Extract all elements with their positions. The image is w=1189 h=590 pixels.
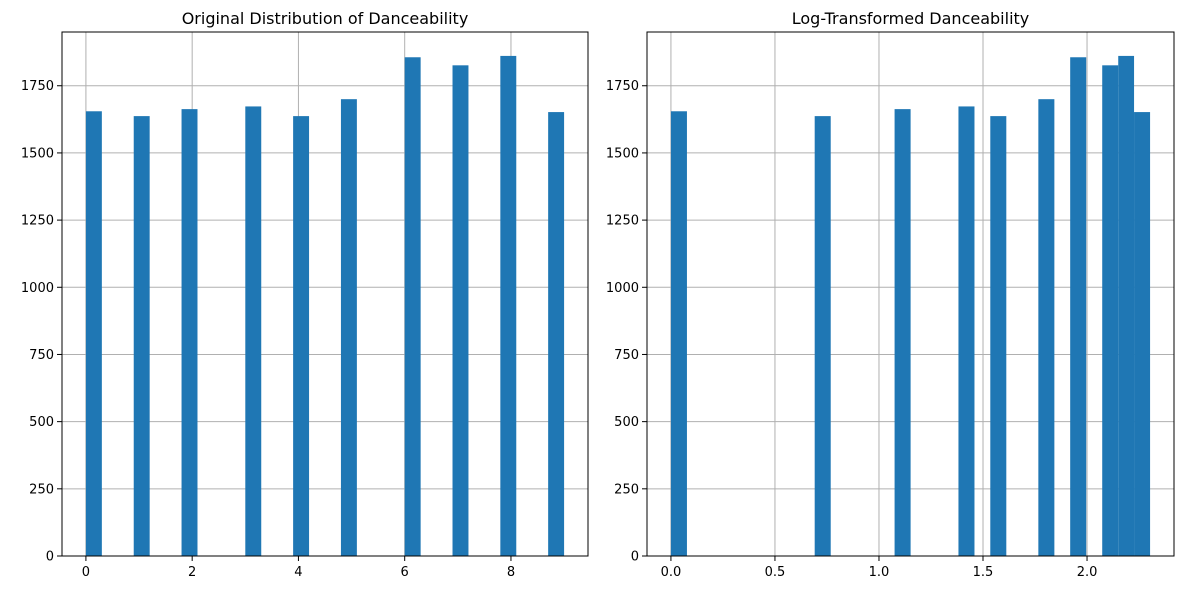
histogram-bar xyxy=(293,116,310,557)
histogram-bar xyxy=(245,106,262,556)
histogram-bar xyxy=(452,65,469,557)
chart-title: Log-Transformed Danceability xyxy=(792,9,1030,28)
y-tick-label: 1750 xyxy=(606,79,639,94)
x-tick-label: 1.0 xyxy=(869,565,890,580)
y-tick-label: 1000 xyxy=(21,281,54,296)
histogram-bar xyxy=(548,112,565,557)
histogram-bar xyxy=(894,109,911,557)
y-tick-label: 500 xyxy=(614,415,639,430)
y-tick-label: 250 xyxy=(614,482,639,497)
histogram-bar xyxy=(1134,112,1151,557)
histogram-bar xyxy=(958,106,975,556)
histogram-bar xyxy=(670,111,687,557)
x-tick-label: 2 xyxy=(188,565,196,580)
x-tick-label: 0.5 xyxy=(765,565,786,580)
histogram-bar xyxy=(181,109,198,557)
histogram-bar xyxy=(990,116,1007,557)
y-tick-label: 1500 xyxy=(21,146,54,161)
histogram-bar xyxy=(133,116,150,557)
histogram-bar xyxy=(1118,55,1135,557)
y-tick-label: 250 xyxy=(29,482,54,497)
y-tick-label: 0 xyxy=(631,550,639,565)
x-tick-label: 1.5 xyxy=(973,565,994,580)
x-tick-label: 4 xyxy=(294,565,302,580)
y-tick-label: 1000 xyxy=(606,281,639,296)
histogram-bar xyxy=(85,111,102,557)
histogram-bar xyxy=(1102,65,1119,557)
y-tick-label: 1250 xyxy=(606,214,639,229)
axes-frame xyxy=(61,31,589,557)
y-tick-label: 1250 xyxy=(21,214,54,229)
x-tick-label: 0.0 xyxy=(661,565,682,580)
x-tick-label: 2.0 xyxy=(1077,565,1098,580)
x-tick-label: 8 xyxy=(507,565,515,580)
y-tick-label: 750 xyxy=(29,348,54,363)
histogram-bar xyxy=(1038,99,1055,556)
chart-title: Original Distribution of Danceability xyxy=(182,9,469,28)
histogram-bar xyxy=(1070,57,1087,556)
axes-frame xyxy=(646,31,1175,557)
histogram-bar xyxy=(500,55,517,557)
histogram-bar xyxy=(814,116,831,557)
chart-panel-original: 0 2 4 6 8 0 250 500 750 1000 1250 1500 1750 Original … xyxy=(21,9,589,580)
y-tick-label: 1750 xyxy=(21,79,54,94)
y-tick-label: 750 xyxy=(614,348,639,363)
x-tick-label: 0 xyxy=(82,565,90,580)
histogram-bar xyxy=(340,99,357,556)
y-tick-label: 500 xyxy=(29,415,54,430)
chart-panel-log-transformed: 0.0 0.5 1.0 1.5 2.0 0 250 500 750 1000 1250 1500 175… xyxy=(606,9,1175,580)
y-tick-label: 1500 xyxy=(606,146,639,161)
histogram-bar xyxy=(404,57,421,556)
y-tick-label: 0 xyxy=(46,550,54,565)
x-tick-label: 6 xyxy=(401,565,409,580)
